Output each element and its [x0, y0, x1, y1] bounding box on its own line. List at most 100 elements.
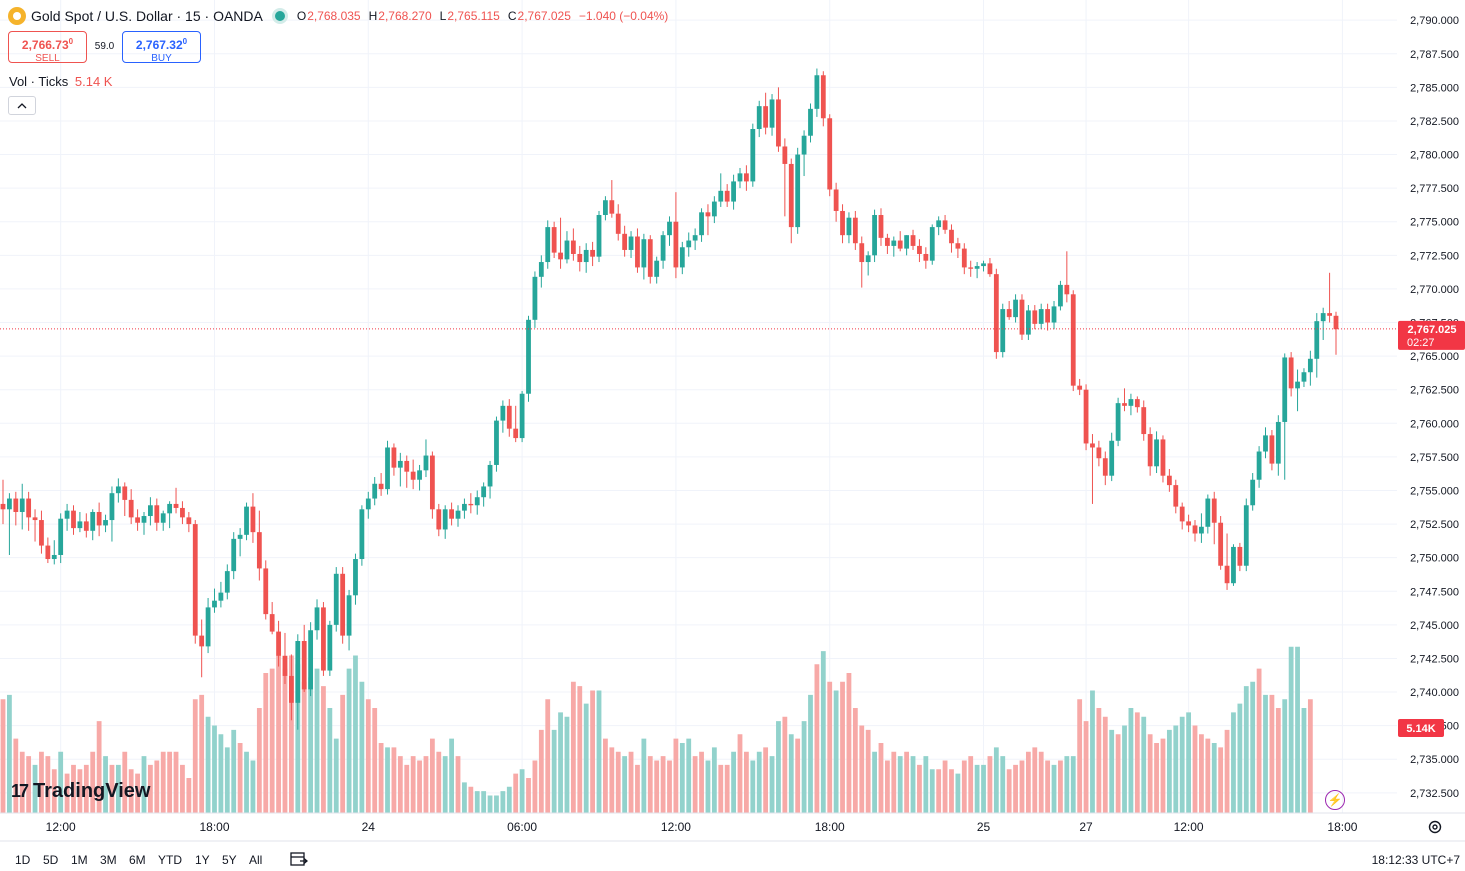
candle-body — [494, 420, 499, 465]
candle-body — [904, 235, 910, 249]
volume-bar — [205, 716, 211, 813]
volume-bar — [692, 756, 698, 813]
sell-button[interactable]: 2,766.730 SELL — [8, 31, 87, 64]
candle-body — [1070, 294, 1076, 386]
candle-body — [141, 516, 147, 523]
volume-bar — [814, 664, 820, 813]
lightning-icon[interactable]: ⚡ — [1325, 790, 1345, 810]
candle-body — [840, 210, 845, 236]
volume-bar — [942, 760, 948, 813]
sell-price: 2,766.73 — [21, 38, 69, 52]
volume-bar — [884, 760, 890, 813]
volume-bar — [949, 769, 954, 813]
volume-bar — [391, 747, 397, 813]
price-tick-label: 2,732.500 — [1410, 788, 1459, 800]
volume-legend-label: Vol · Ticks — [9, 74, 69, 89]
volume-bar — [513, 773, 519, 813]
volume-bar — [647, 756, 653, 813]
change-value: −1.040 (−0.04%) — [578, 9, 669, 23]
candle-body — [1058, 284, 1063, 307]
gear-icon[interactable] — [1427, 819, 1443, 835]
last-price-badge — [1398, 320, 1465, 350]
candle-body — [1128, 399, 1134, 406]
volume-bar — [487, 795, 493, 813]
candle-body — [763, 106, 769, 128]
low-value: 2,765.115 — [447, 9, 500, 23]
volume-bar — [891, 751, 897, 813]
candle-body — [346, 595, 352, 636]
time-tick-label: 12:00 — [1174, 820, 1204, 834]
candle-body — [353, 559, 358, 596]
volume-bar — [577, 686, 583, 813]
volume-bar — [468, 786, 474, 813]
volume-bar — [897, 756, 903, 813]
volume-bar — [910, 756, 916, 813]
candle-body — [654, 260, 660, 277]
volume-bar — [7, 694, 12, 813]
volume-bar — [71, 764, 76, 813]
candle-body — [1224, 565, 1230, 584]
candle-body — [686, 240, 692, 248]
range-6m-button[interactable]: 6M — [129, 853, 146, 867]
candle-body — [891, 240, 897, 246]
volume-bar — [1263, 694, 1268, 813]
volume-bar — [494, 795, 499, 813]
candle-body — [340, 573, 346, 636]
range-1m-button[interactable]: 1M — [71, 853, 88, 867]
volume-bar — [212, 725, 217, 813]
candle-body — [1256, 451, 1262, 480]
candle-body — [7, 498, 12, 510]
last-price-label: 2,767.025 — [1408, 324, 1457, 336]
candle-body — [1288, 357, 1294, 389]
time-tick-label: 18:00 — [1327, 820, 1357, 834]
volume-bar — [186, 778, 192, 813]
candle-body — [1102, 458, 1108, 476]
volume-bar — [154, 760, 160, 813]
candle-body — [1019, 299, 1025, 335]
candle-body — [58, 518, 64, 555]
volume-bar — [346, 668, 352, 813]
candle-body — [647, 239, 653, 277]
candle-body — [26, 498, 32, 518]
range-1y-button[interactable]: 1Y — [195, 853, 210, 867]
volume-bar — [1301, 708, 1307, 813]
volume-bar — [167, 751, 173, 813]
range-1d-button[interactable]: 1D — [15, 853, 31, 867]
range-all-button[interactable]: All — [249, 853, 263, 867]
candle-body — [333, 573, 339, 625]
volume-bar — [372, 708, 378, 813]
price-axis[interactable]: 2,790.000 2,787.500 2,785.000 2,782.500 2,78… — [1398, 0, 1465, 813]
volume-bar — [180, 764, 185, 813]
volume-bar — [987, 756, 993, 813]
volume-bar — [83, 764, 89, 813]
volume-bar — [750, 760, 756, 813]
range-ytd-button[interactable]: YTD — [158, 853, 182, 867]
open-value: 2,768.035 — [307, 9, 361, 23]
volume-bar — [423, 756, 429, 813]
candle-body — [1295, 381, 1300, 389]
price-tick-label: 2,780.000 — [1410, 150, 1459, 162]
symbol-title[interactable]: Gold Spot / U.S. Dollar · 15 · OANDA — [31, 8, 263, 24]
volume-bar — [333, 738, 339, 813]
candle-body — [276, 631, 281, 656]
clock-timezone[interactable]: 18:12:33 UTC+7 — [1371, 853, 1460, 867]
buy-button[interactable]: 2,767.320 BUY — [122, 31, 201, 64]
range-5d-button[interactable]: 5D — [43, 853, 59, 867]
range-5y-button[interactable]: 5Y — [222, 853, 237, 867]
calendar-goto-icon[interactable] — [290, 851, 308, 867]
buy-price: 2,767.32 — [135, 38, 183, 52]
volume-legend[interactable]: Vol · Ticks 5.14 K — [9, 74, 112, 89]
candle-body — [45, 545, 51, 560]
volume-bar — [1282, 699, 1288, 813]
time-axis[interactable]: 12:00 18:00 24 06:00 12:00 18:00 25 27 12:00 18:0… — [0, 812, 1465, 842]
candle-body — [109, 493, 115, 521]
open-label: O — [296, 9, 307, 23]
collapse-legend-button[interactable] — [8, 96, 36, 115]
candle-body — [1038, 309, 1044, 324]
tradingview-logo[interactable]: 17 TradingView — [11, 780, 150, 803]
volume-bar — [1179, 716, 1185, 813]
candle-body — [417, 470, 422, 480]
range-3m-button[interactable]: 3M — [100, 853, 117, 867]
candle-body — [1166, 475, 1172, 486]
